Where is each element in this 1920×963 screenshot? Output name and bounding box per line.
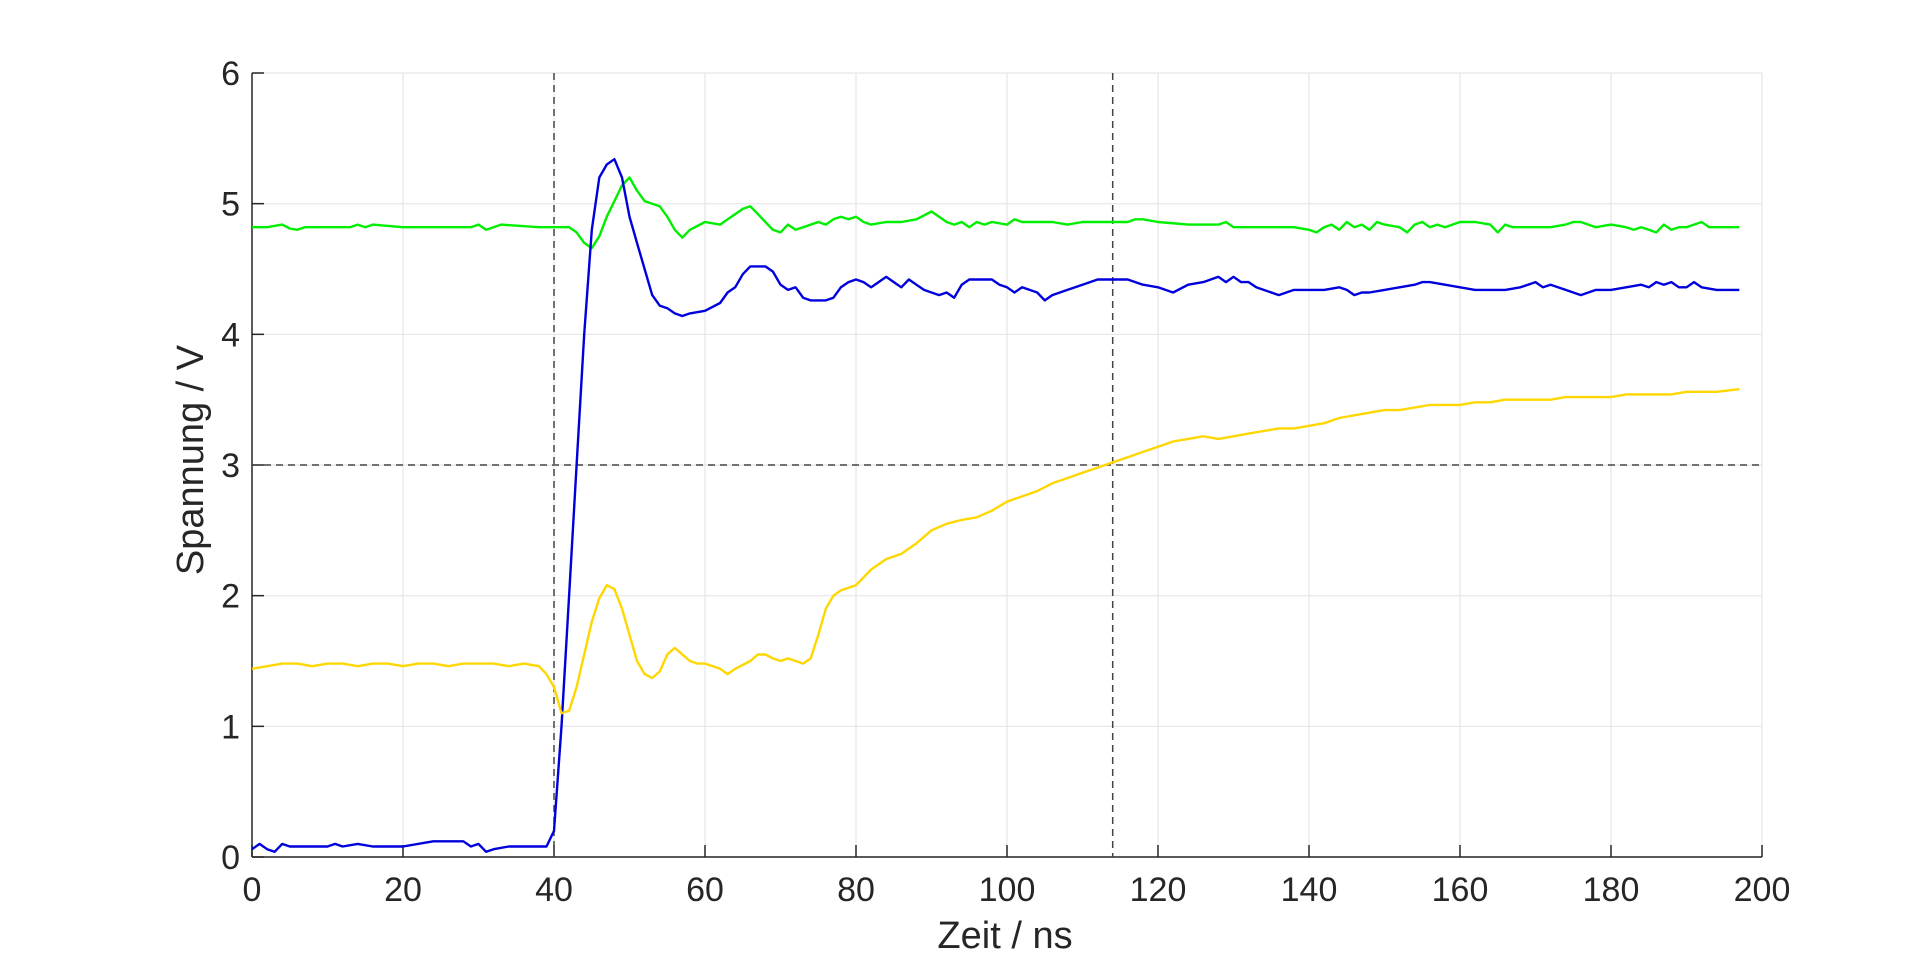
x-tick-label: 40 bbox=[535, 871, 573, 909]
series-line-3 bbox=[251, 388, 1740, 715]
y-tick-label: 6 bbox=[221, 55, 240, 93]
x-tick-label: 120 bbox=[1130, 871, 1187, 909]
x-tick-label: 180 bbox=[1583, 871, 1640, 909]
y-tick-label: 4 bbox=[221, 316, 240, 354]
y-tick-label: 0 bbox=[221, 839, 240, 877]
series-line-2 bbox=[251, 157, 1740, 853]
series-line-1 bbox=[252, 176, 1740, 250]
x-tick-label: 140 bbox=[1281, 871, 1338, 909]
x-tick-label: 80 bbox=[837, 871, 875, 909]
y-tick-label: 1 bbox=[221, 708, 240, 746]
x-tick-label: 20 bbox=[384, 871, 422, 909]
y-tick-label: 3 bbox=[221, 447, 240, 485]
y-tick-label: 5 bbox=[221, 186, 240, 224]
x-tick-label: 0 bbox=[243, 871, 262, 909]
x-tick-label: 60 bbox=[686, 871, 724, 909]
tick-labels: 0 20 40 60 80 100 120 140 160 180 200 0 1 2 3 4 5 6 bbox=[221, 55, 1790, 909]
x-tick-label: 160 bbox=[1432, 871, 1489, 909]
y-tick-label: 2 bbox=[221, 578, 240, 616]
reference-lines bbox=[252, 73, 1762, 857]
x-axis-label: Zeit / ns bbox=[937, 915, 1072, 957]
data-series bbox=[251, 157, 1740, 853]
x-tick-label: 100 bbox=[979, 871, 1036, 909]
x-tick-label: 200 bbox=[1734, 871, 1791, 909]
y-axis-label: Spannung / V bbox=[170, 344, 212, 575]
